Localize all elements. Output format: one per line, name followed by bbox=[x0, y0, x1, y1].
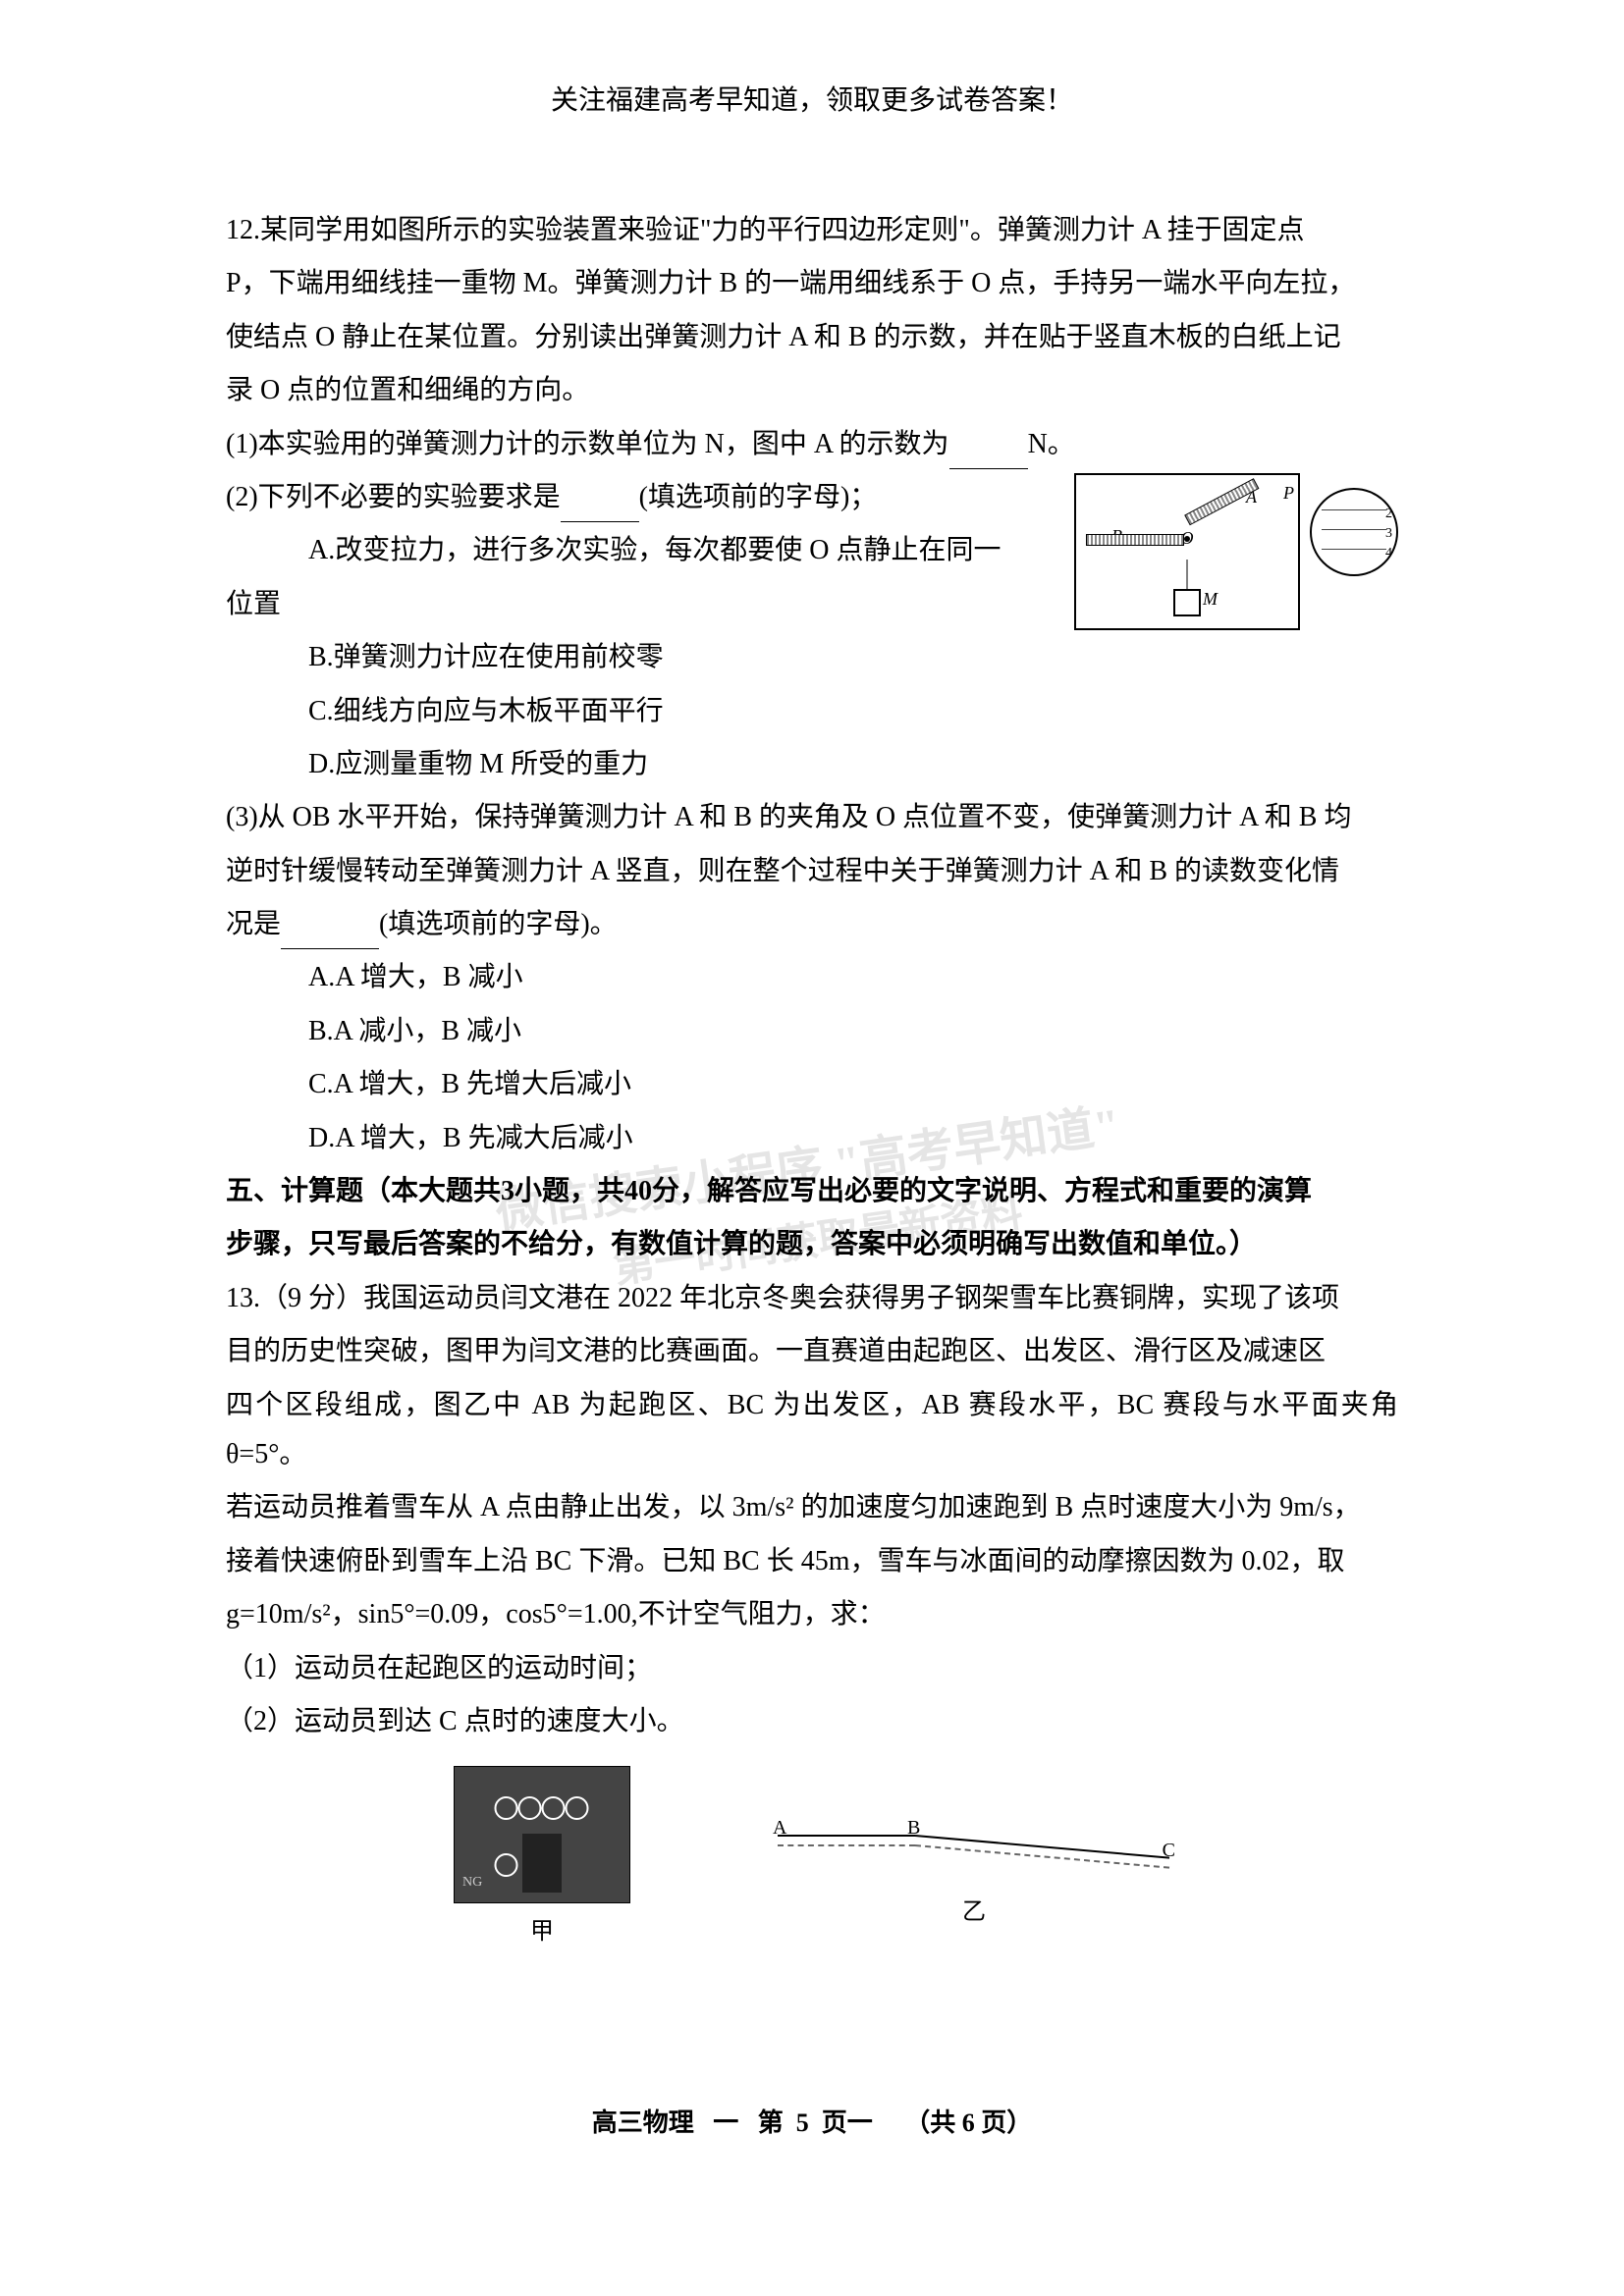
ring-icon bbox=[495, 1853, 518, 1877]
image-yi: A B C 乙 bbox=[778, 1766, 1170, 1953]
q12-sub3-option-b: B.A 减小，B 减小 bbox=[226, 1007, 1398, 1056]
q13-line3: 四个区段组成，图乙中 AB 为起跑区、BC 为出发区，AB 赛段水平，BC 赛段… bbox=[226, 1381, 1398, 1480]
caption-jia: 甲 bbox=[530, 1911, 554, 1953]
diagram-box: P A B O M bbox=[1074, 473, 1300, 630]
q12-sub3-line3: 况是 (填选项前的字母)。 bbox=[226, 900, 1398, 949]
q12-sub1: (1)本实验用的弹簧测力计的示数单位为 N，图中 A 的示数为 N。 bbox=[226, 420, 1398, 469]
caption-yi: 乙 bbox=[962, 1892, 986, 1934]
label-p: P bbox=[1283, 477, 1294, 508]
section5-title-line2: 步骤，只写最后答案的不给分，有数值计算的题，答案中必须明确写出数值和单位。） bbox=[226, 1220, 1398, 1269]
ring-icon bbox=[542, 1796, 566, 1820]
node-o-dot bbox=[1184, 536, 1190, 542]
q12-option-a-line2: 位置 bbox=[226, 580, 1064, 629]
q12-stem-line3: 使结点 O 静止在某位置。分别读出弹簧测力计 A 和 B 的示数，并在贴于竖直木… bbox=[226, 313, 1398, 362]
spring-b bbox=[1086, 534, 1184, 546]
magnifier-circle: 2 3 4 bbox=[1310, 488, 1398, 576]
q12-sub3-suffix: (填选项前的字母)。 bbox=[379, 909, 618, 939]
q12-sub1-suffix: N。 bbox=[1028, 429, 1075, 459]
page-header: 关注福建高考早知道，领取更多试卷答案！ bbox=[226, 79, 1398, 118]
ring-icon bbox=[518, 1796, 542, 1820]
track-segment-ab bbox=[778, 1835, 915, 1837]
q12-option-c: C.细线方向应与木板平面平行 bbox=[226, 687, 1064, 736]
track-label-a: A bbox=[773, 1810, 786, 1845]
footer-page-suffix: 页一 bbox=[822, 2109, 873, 2137]
q12-diagram-container: (2)下列不必要的实验要求是 (填选项前的字母)； A.改变拉力，进行多次实验，每… bbox=[226, 473, 1398, 789]
q12-stem-line4: 录 O 点的位置和细绳的方向。 bbox=[226, 366, 1398, 415]
q12-sub2-suffix: (填选项前的字母)； bbox=[639, 482, 878, 512]
q12-sub1-text: (1)本实验用的弹簧测力计的示数单位为 N，图中 A 的示数为 bbox=[226, 429, 949, 459]
olympics-photo: NG bbox=[454, 1766, 630, 1903]
q13-sub2: （2）运动员到达 C 点时的速度大小。 bbox=[226, 1697, 1398, 1746]
q12-sub3-line1: (3)从 OB 水平开始，保持弹簧测力计 A 和 B 的夹角及 O 点位置不变，… bbox=[226, 793, 1398, 842]
image-jia: NG 甲 bbox=[454, 1766, 630, 1953]
label-m: M bbox=[1203, 583, 1218, 614]
blank-fill bbox=[281, 917, 379, 950]
q12-stem-line1: 12.某同学用如图所示的实验装置来验证"力的平行四边形定则"。弹簧测力计 A 挂… bbox=[226, 206, 1398, 255]
q12-sub3-option-d: D.A 增大，B 先减大后减小 bbox=[226, 1114, 1398, 1163]
spring-body-b bbox=[1086, 534, 1184, 546]
q13-line4: 若运动员推着雪车从 A 点由静止出发，以 3m/s² 的加速度匀加速跑到 B 点… bbox=[226, 1483, 1398, 1532]
q13-line2: 目的历史性突破，图甲为闫文港的比赛画面。一直赛道由起跑区、出发区、滑行区及减速区 bbox=[226, 1327, 1398, 1376]
q12-sub3-option-c: C.A 增大，B 先增大后减小 bbox=[226, 1060, 1398, 1109]
mag-line-3 bbox=[1322, 549, 1386, 550]
q12-option-b: B.弹簧测力计应在使用前校零 bbox=[226, 633, 1064, 682]
q13-line5: 接着快速俯卧到雪车上沿 BC 下滑。已知 BC 长 45m，雪车与冰面间的动摩擦… bbox=[226, 1537, 1398, 1586]
weight-string bbox=[1187, 560, 1188, 589]
q13-line1: 13.（9 分）我国运动员闫文港在 2022 年北京冬奥会获得男子钢架雪车比赛铜… bbox=[226, 1274, 1398, 1323]
blank-fill bbox=[949, 436, 1028, 469]
q12-option-a: A.改变拉力，进行多次实验，每次都要使 O 点静止在同一 bbox=[226, 526, 1064, 575]
footer-dash: 一 bbox=[713, 2109, 738, 2137]
mag-label-4: 4 bbox=[1385, 541, 1392, 565]
mag-line-2 bbox=[1322, 529, 1386, 530]
blank-fill bbox=[561, 490, 639, 523]
q12-sub3-line2: 逆时针缓慢转动至弹簧测力计 A 竖直，则在整个过程中关于弹簧测力计 A 和 B … bbox=[226, 847, 1398, 896]
track-label-c: C bbox=[1163, 1833, 1175, 1868]
track-dash-ab bbox=[778, 1844, 915, 1846]
page-content: 12.某同学用如图所示的实验装置来验证"力的平行四边形定则"。弹簧测力计 A 挂… bbox=[226, 206, 1398, 1954]
q13-line6: g=10m/s²，sin5°=0.09，cos5°=1.00,不计空气阻力，求： bbox=[226, 1590, 1398, 1639]
section5-title-line1: 五、计算题（本大题共3小题，共40分，解答应写出必要的文字说明、方程式和重要的演… bbox=[226, 1167, 1398, 1216]
weight-m bbox=[1173, 589, 1201, 616]
skier-silhouette bbox=[522, 1834, 562, 1893]
track-label-b: B bbox=[907, 1810, 920, 1845]
ring-icon bbox=[566, 1796, 589, 1820]
ring-icon bbox=[495, 1796, 518, 1820]
footer-subject: 高三物理 bbox=[592, 2109, 694, 2137]
q13-images: NG 甲 A B C 乙 bbox=[226, 1766, 1398, 1953]
footer-page-prefix: 第 bbox=[758, 2109, 784, 2137]
page-footer: 高三物理 一 第 5 页一 （共 6 页） bbox=[592, 2103, 1033, 2139]
q13-sub1: （1）运动员在起跑区的运动时间； bbox=[226, 1644, 1398, 1693]
ng-label: NG bbox=[462, 1870, 482, 1895]
q12-option-d: D.应测量重物 M 所受的重力 bbox=[226, 740, 1064, 789]
mag-line-1 bbox=[1322, 509, 1386, 510]
q12-sub3-option-a: A.A 增大，B 减小 bbox=[226, 953, 1398, 1002]
q12-sub3-prefix: 况是 bbox=[226, 909, 281, 939]
footer-total: （共 6 页） bbox=[904, 2109, 1032, 2137]
q12-sub2: (2)下列不必要的实验要求是 (填选项前的字母)； bbox=[226, 473, 1064, 522]
track-dash-bc bbox=[915, 1844, 1169, 1869]
experiment-diagram: P A B O M 2 3 4 bbox=[1074, 463, 1398, 640]
footer-page-num: 5 bbox=[796, 2109, 809, 2137]
track-diagram: A B C bbox=[778, 1805, 1170, 1884]
q12-sub2-prefix: (2)下列不必要的实验要求是 bbox=[226, 482, 561, 512]
q12-stem-line2: P，下端用细线挂一重物 M。弹簧测力计 B 的一端用细线系于 O 点，手持另一端… bbox=[226, 259, 1398, 308]
